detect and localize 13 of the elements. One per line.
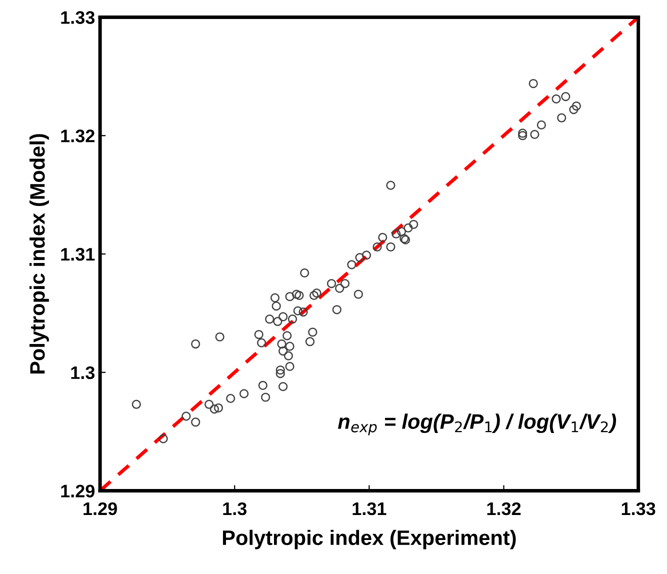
- x-tick-label: 1.31: [352, 502, 386, 516]
- text: n$_{exp}$ = log(P$_{2}$/P$_{1}$) / log(V$_{1}$/V$_{2}$): [338, 414, 616, 436]
- y-tick-label: 1.32: [61, 130, 94, 142]
- y-tick-label: 1.31: [61, 248, 95, 261]
- x-tick-label: 1.3: [223, 502, 247, 516]
- y-tick-label: 1.33: [61, 11, 95, 24]
- x-tick-label: 1.33: [622, 502, 656, 516]
- x-tick-label: 1.29: [84, 502, 117, 516]
- x-tick-label: 1.32: [487, 502, 521, 516]
- x-axis-title: Polytropic index (Experiment): [222, 530, 516, 550]
- y-axis-title: Polytropic index (Model): [30, 134, 49, 374]
- y-tick-label: 1.3: [71, 366, 95, 380]
- y-tick-label: 1.29: [61, 484, 95, 498]
